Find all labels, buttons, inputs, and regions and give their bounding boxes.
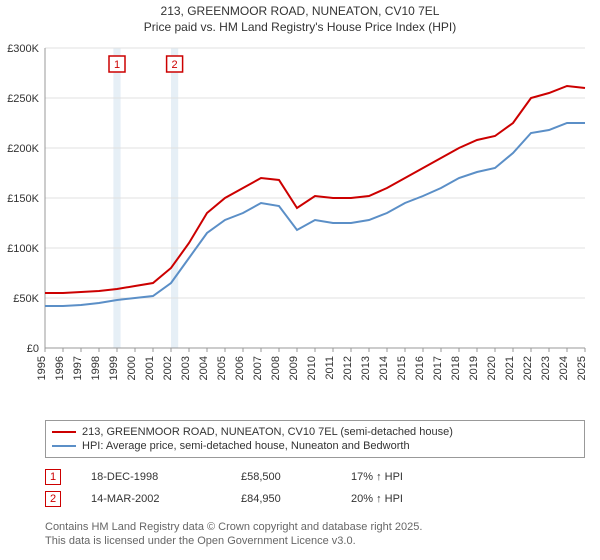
svg-text:2000: 2000 — [126, 356, 138, 380]
legend-swatch — [52, 445, 76, 447]
svg-text:2003: 2003 — [180, 356, 192, 380]
svg-text:2020: 2020 — [486, 356, 498, 380]
svg-text:2019: 2019 — [468, 356, 480, 380]
transaction-price: £84,950 — [241, 493, 321, 505]
footer-line2: This data is licensed under the Open Gov… — [45, 534, 422, 548]
line-chart: £0£50K£100K£150K£200K£250K£300K 19951996… — [45, 48, 585, 388]
svg-text:2009: 2009 — [288, 356, 300, 380]
svg-text:1997: 1997 — [72, 356, 84, 380]
legend-item: 213, GREENMOOR ROAD, NUNEATON, CV10 7EL … — [52, 425, 578, 439]
footer-line1: Contains HM Land Registry data © Crown c… — [45, 520, 422, 534]
svg-text:£100K: £100K — [7, 243, 39, 255]
svg-text:2015: 2015 — [396, 356, 408, 380]
svg-text:2011: 2011 — [324, 356, 336, 380]
transaction-date: 14-MAR-2002 — [91, 493, 211, 505]
svg-text:£250K: £250K — [7, 93, 39, 105]
svg-text:2008: 2008 — [270, 356, 282, 380]
svg-text:£150K: £150K — [7, 193, 39, 205]
svg-text:2007: 2007 — [252, 356, 264, 380]
svg-text:2013: 2013 — [360, 356, 372, 380]
svg-text:£200K: £200K — [7, 143, 39, 155]
legend-swatch — [52, 431, 76, 433]
svg-text:2014: 2014 — [378, 356, 390, 380]
svg-text:2002: 2002 — [162, 356, 174, 380]
y-axis-ticks: £0 £50K £100K £150K £200K £250K £300K — [7, 43, 39, 355]
svg-text:2005: 2005 — [216, 356, 228, 380]
svg-text:£50K: £50K — [13, 293, 39, 305]
svg-text:2025: 2025 — [576, 356, 588, 380]
svg-text:2001: 2001 — [144, 356, 156, 380]
chart-title: 213, GREENMOOR ROAD, NUNEATON, CV10 7EL … — [0, 0, 600, 35]
svg-text:£0: £0 — [27, 343, 39, 355]
svg-text:1996: 1996 — [54, 356, 66, 380]
transaction-row: 1 18-DEC-1998 £58,500 17% ↑ HPI — [45, 466, 585, 488]
transaction-delta: 17% ↑ HPI — [351, 471, 441, 483]
svg-text:2018: 2018 — [450, 356, 462, 380]
svg-text:2004: 2004 — [198, 356, 210, 380]
svg-text:2010: 2010 — [306, 356, 318, 380]
transaction-marker-icon: 2 — [45, 491, 61, 507]
transaction-marker-icon: 1 — [45, 469, 61, 485]
title-line2: Price paid vs. HM Land Registry's House … — [0, 20, 600, 36]
transaction-price: £58,500 — [241, 471, 321, 483]
transaction-table: 1 18-DEC-1998 £58,500 17% ↑ HPI 2 14-MAR… — [45, 466, 585, 510]
svg-text:1: 1 — [114, 59, 120, 71]
transaction-date: 18-DEC-1998 — [91, 471, 211, 483]
legend: 213, GREENMOOR ROAD, NUNEATON, CV10 7EL … — [45, 420, 585, 458]
legend-item: HPI: Average price, semi-detached house,… — [52, 439, 578, 453]
svg-text:2022: 2022 — [522, 356, 534, 380]
transaction-delta: 20% ↑ HPI — [351, 493, 441, 505]
svg-text:2: 2 — [172, 59, 178, 71]
legend-label: HPI: Average price, semi-detached house,… — [82, 440, 410, 452]
svg-text:2023: 2023 — [540, 356, 552, 380]
svg-text:2017: 2017 — [432, 356, 444, 380]
svg-text:1995: 1995 — [36, 356, 48, 380]
svg-text:2016: 2016 — [414, 356, 426, 380]
legend-label: 213, GREENMOOR ROAD, NUNEATON, CV10 7EL … — [82, 426, 453, 438]
svg-text:2021: 2021 — [504, 356, 516, 380]
svg-text:2024: 2024 — [558, 356, 570, 380]
svg-text:2006: 2006 — [234, 356, 246, 380]
footer-attribution: Contains HM Land Registry data © Crown c… — [45, 520, 422, 549]
svg-text:1998: 1998 — [90, 356, 102, 380]
chart-container: 213, GREENMOOR ROAD, NUNEATON, CV10 7EL … — [0, 0, 600, 560]
svg-text:2012: 2012 — [342, 356, 354, 380]
title-line1: 213, GREENMOOR ROAD, NUNEATON, CV10 7EL — [0, 4, 600, 20]
svg-text:£300K: £300K — [7, 43, 39, 55]
transaction-row: 2 14-MAR-2002 £84,950 20% ↑ HPI — [45, 488, 585, 510]
x-axis-ticks: 1995 1996 1997 1998 1999 2000 2001 2002 2003 2004… — [36, 348, 588, 380]
svg-text:1999: 1999 — [108, 356, 120, 380]
